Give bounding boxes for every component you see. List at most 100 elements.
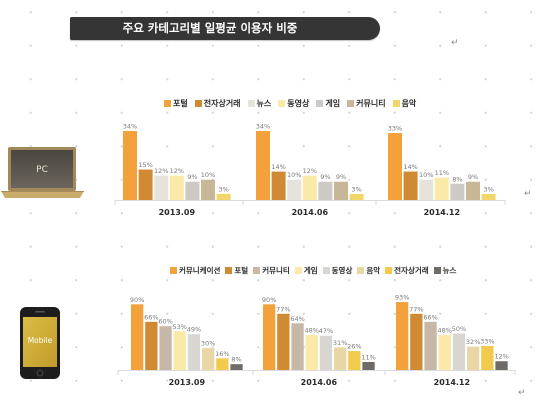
value-unit: % [412,163,418,171]
value-label: 60% [158,318,172,326]
legend-swatch [225,266,233,274]
value-label: 32% [466,338,480,346]
bar [302,175,317,200]
value-label: 12% [494,353,508,361]
value-number: 53 [173,323,181,331]
value-unit: % [460,325,466,333]
value-number: 10 [287,171,295,179]
pc-chart-legend: 포털 전자상거래 뉴스 동영상 게임 커뮤니티 음악 [164,98,416,108]
bar [230,364,243,370]
bar [145,321,158,370]
value-unit: % [341,339,347,347]
value-label: 8% [452,175,462,183]
value-unit: % [311,167,317,175]
bar [348,351,361,370]
value-unit: % [340,173,346,181]
value-label: 12% [170,167,184,175]
bar [173,331,186,370]
legend-swatch [347,99,355,107]
laptop-icon: PC [1,147,84,198]
value-unit: % [396,125,402,133]
value-unit: % [472,173,478,181]
laptop-screen [11,150,73,188]
value-unit: % [488,185,494,193]
value-number: 48 [305,326,313,334]
value-unit: % [356,185,362,193]
value-unit: % [162,167,168,175]
value-unit: % [223,185,229,193]
value-number: 3 [218,185,222,193]
value-unit: % [355,343,361,351]
legend-swatch [194,99,202,107]
value-label: 3% [218,185,228,193]
value-unit: % [327,327,333,335]
value-label: 3% [483,185,493,193]
value-label: 31% [333,339,347,347]
value-unit: % [191,173,197,181]
laptop-base [1,191,84,198]
value-number: 3 [351,185,355,193]
value-unit: % [446,326,452,334]
value-number: 49 [187,326,195,334]
value-label: 33% [480,337,494,345]
legend-label: 음악 [366,265,381,275]
legend-label: 음악 [401,98,417,108]
value-label: 47% [319,327,333,335]
legend-swatch [170,266,177,274]
legend-label: 게임 [303,265,318,275]
value-label: 14% [271,163,285,171]
bar [159,326,172,370]
category-label: 2014.06 [301,378,338,387]
legend-label: 커뮤니티 [262,265,290,275]
value-number: 47 [319,327,327,335]
value-number: 12 [303,167,311,175]
legend-swatch [385,266,393,274]
legend-label: 동영상 [331,265,353,275]
value-unit: % [181,323,187,331]
bar [187,334,201,370]
value-number: 93 [395,294,403,302]
bar [403,171,418,200]
bar [349,193,364,200]
value-label: 34% [256,122,270,130]
value-number: 60 [158,318,166,326]
value-label: 15% [138,161,152,169]
value-unit: % [223,350,229,358]
value-number: 10 [201,171,209,179]
value-unit: % [474,338,480,346]
value-label: 11% [435,169,449,177]
value-number: 8 [452,175,456,183]
bar [305,334,318,370]
value-unit: % [443,169,449,177]
value-unit: % [313,326,319,334]
paragraph-mark: ↵ [451,38,459,48]
legend-label: 동영상 [287,98,310,108]
legend-item: 음악 [392,98,417,109]
value-unit: % [167,318,173,326]
legend-label: 뉴스 [256,98,272,108]
mobile-usage-chart: 90%66%60%53% 49%30%16%8%2013.0990%77%64%4… [117,294,516,387]
value-number: 10 [419,171,427,179]
bar [362,361,375,370]
bar [410,313,423,370]
phone-screen [23,317,57,367]
legend-item: 게임 [316,98,340,109]
bar [396,302,409,370]
title-banner: 주요 카테고리별 일평균 이용자 비중 [70,17,380,40]
bar [263,304,276,370]
value-unit: % [299,315,305,323]
category-label: 2014.12 [424,208,460,217]
legend-label: 전자상거래 [203,98,241,108]
legend-swatch [294,266,302,274]
bar [318,181,333,200]
legend-swatch [247,99,255,107]
legend-swatch [164,99,171,107]
legend-swatch [278,99,286,107]
page-title: 주요 카테고리별 일평균 이용자 비중 [122,21,298,35]
bar [467,346,480,370]
value-label: 66% [423,313,437,321]
device-label-pc: PC [36,165,48,175]
value-number: 9 [320,173,324,181]
value-number: 12 [494,353,502,361]
value-number: 8 [231,356,235,364]
